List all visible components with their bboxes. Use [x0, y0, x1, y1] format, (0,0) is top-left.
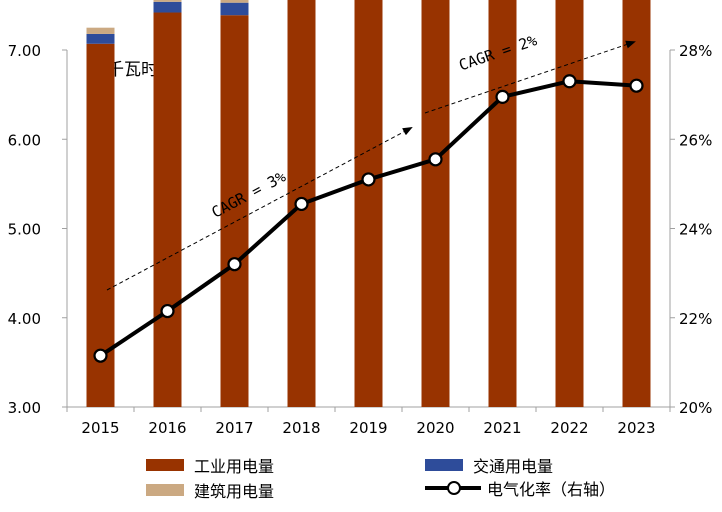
legend-item-electrification: 电气化率（右轴）	[425, 476, 615, 500]
bars	[86, 0, 651, 408]
electrification-point	[361, 172, 376, 187]
electrification-line	[93, 74, 644, 363]
legend-item-building: 建筑用电量	[146, 478, 274, 502]
x-tick-label: 2020	[416, 419, 454, 437]
electrification-point	[562, 74, 577, 89]
electrification-point	[428, 152, 443, 167]
electrification-key	[425, 481, 481, 495]
legend-label-transport: 交通用电量	[473, 457, 554, 476]
electrification-point	[160, 303, 175, 319]
axes: 3.00 4.00 5.00 6.00 7.00 20% 22% 24% 26% 28% 2015 2…	[8, 42, 713, 437]
transport-swatch	[425, 459, 463, 471]
transport-bar	[86, 33, 115, 44]
electrification-point	[227, 257, 242, 272]
electrification-point	[93, 348, 108, 363]
industry-bar	[488, 0, 517, 407]
industry-bar	[354, 0, 383, 407]
electrification-point	[294, 196, 309, 212]
left-tick-label: 4.00	[8, 310, 41, 328]
legend-item-transport: 交通用电量	[425, 453, 553, 477]
industry-bar	[622, 0, 651, 408]
industry-bar	[86, 43, 115, 407]
building-swatch	[146, 484, 184, 496]
transport-bar	[220, 2, 249, 16]
x-tick-label: 2015	[81, 419, 119, 437]
electrification-point	[629, 78, 644, 93]
legend-item-industry: 工业用电量	[146, 453, 274, 477]
left-tick-label: 7.00	[8, 42, 41, 60]
x-tick-label: 2023	[617, 419, 655, 437]
left-tick-label: 6.00	[8, 131, 41, 149]
industry-bar	[153, 12, 182, 407]
industry-bar	[421, 0, 450, 408]
industry-bar	[555, 0, 584, 407]
right-tick-label: 20%	[679, 399, 712, 417]
x-tick-label: 2018	[282, 419, 320, 437]
x-tick-label: 2022	[550, 419, 588, 437]
industry-bar	[220, 15, 249, 407]
right-tick-label: 28%	[679, 42, 712, 60]
left-tick-label: 5.00	[8, 221, 41, 239]
right-tick-label: 22%	[679, 310, 712, 328]
building-bar	[86, 27, 115, 34]
cagr-arrow	[106, 127, 413, 291]
x-tick-label: 2016	[148, 419, 186, 437]
left-tick-label: 3.00	[8, 399, 41, 417]
cagr-arrow	[424, 40, 636, 114]
right-tick-label: 24%	[679, 221, 712, 239]
industry-swatch	[146, 459, 184, 471]
building-bar	[220, 0, 249, 3]
legend-label-electrification: 电气化率（右轴）	[487, 480, 616, 499]
transport-bar	[153, 1, 182, 13]
x-tick-label: 2019	[349, 419, 387, 437]
legend-label-building: 建筑用电量	[194, 482, 275, 501]
x-tick-label: 2017	[215, 419, 253, 437]
legend-label-industry: 工业用电量	[194, 457, 275, 476]
electrification-point	[495, 89, 510, 104]
right-tick-label: 26%	[679, 131, 712, 149]
building-bar	[153, 0, 182, 2]
x-tick-label: 2021	[483, 419, 521, 437]
